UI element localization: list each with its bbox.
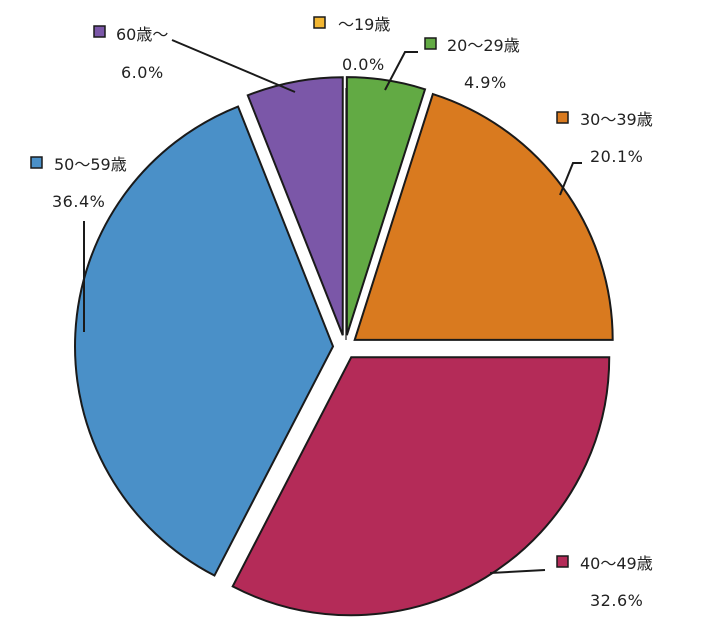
leader-line-60: [171, 39, 296, 93]
label-name-19: ～19歳: [338, 15, 390, 34]
label-name-30-39: 30～39歳: [580, 110, 653, 129]
pie-slices: [74, 76, 614, 617]
pie-slice-20-29: [345, 76, 427, 336]
label-pct-50-59: 36.4%: [52, 192, 105, 211]
label-name-50-59: 50～59歳: [54, 155, 127, 174]
label-name-60: 60歳～: [116, 25, 168, 44]
label-50-59: 50～59歳 36.4%: [30, 155, 127, 211]
label-pct-30-39: 20.1%: [590, 147, 643, 166]
leader-line-30-39: [559, 162, 582, 196]
label-pct-20-29: 4.9%: [464, 73, 507, 92]
label-pct-60: 6.0%: [121, 63, 164, 82]
label-20-29: 20～29歳 4.9%: [424, 36, 520, 92]
legend-swatch-20-29: [424, 37, 437, 50]
label-40-49: 40～49歳 32.6%: [556, 554, 653, 610]
label-name-40-49: 40～49歳: [580, 554, 653, 573]
legend-swatch-60: [93, 25, 106, 38]
label-19: ～19歳 0.0%: [313, 15, 390, 74]
leader-line-40-49: [489, 569, 546, 574]
label-30-39: 30～39歳 20.1%: [556, 110, 653, 166]
pie-slice-40-49: [231, 356, 611, 617]
legend-swatch-40-49: [556, 555, 569, 568]
legend-swatch-30-39: [556, 111, 569, 124]
pie-slice-50-59: [74, 105, 335, 577]
label-pct-40-49: 32.6%: [590, 591, 643, 610]
legend-swatch-50-59: [30, 156, 43, 169]
label-60: 60歳～ 6.0%: [93, 25, 168, 82]
label-name-20-29: 20～29歳: [447, 36, 520, 55]
label-pct-19: 0.0%: [342, 55, 385, 74]
pie-slice-60: [246, 76, 344, 336]
leader-line-20-29: [384, 51, 418, 91]
leader-lines: [83, 39, 582, 574]
legend-swatch-19: [313, 16, 326, 29]
